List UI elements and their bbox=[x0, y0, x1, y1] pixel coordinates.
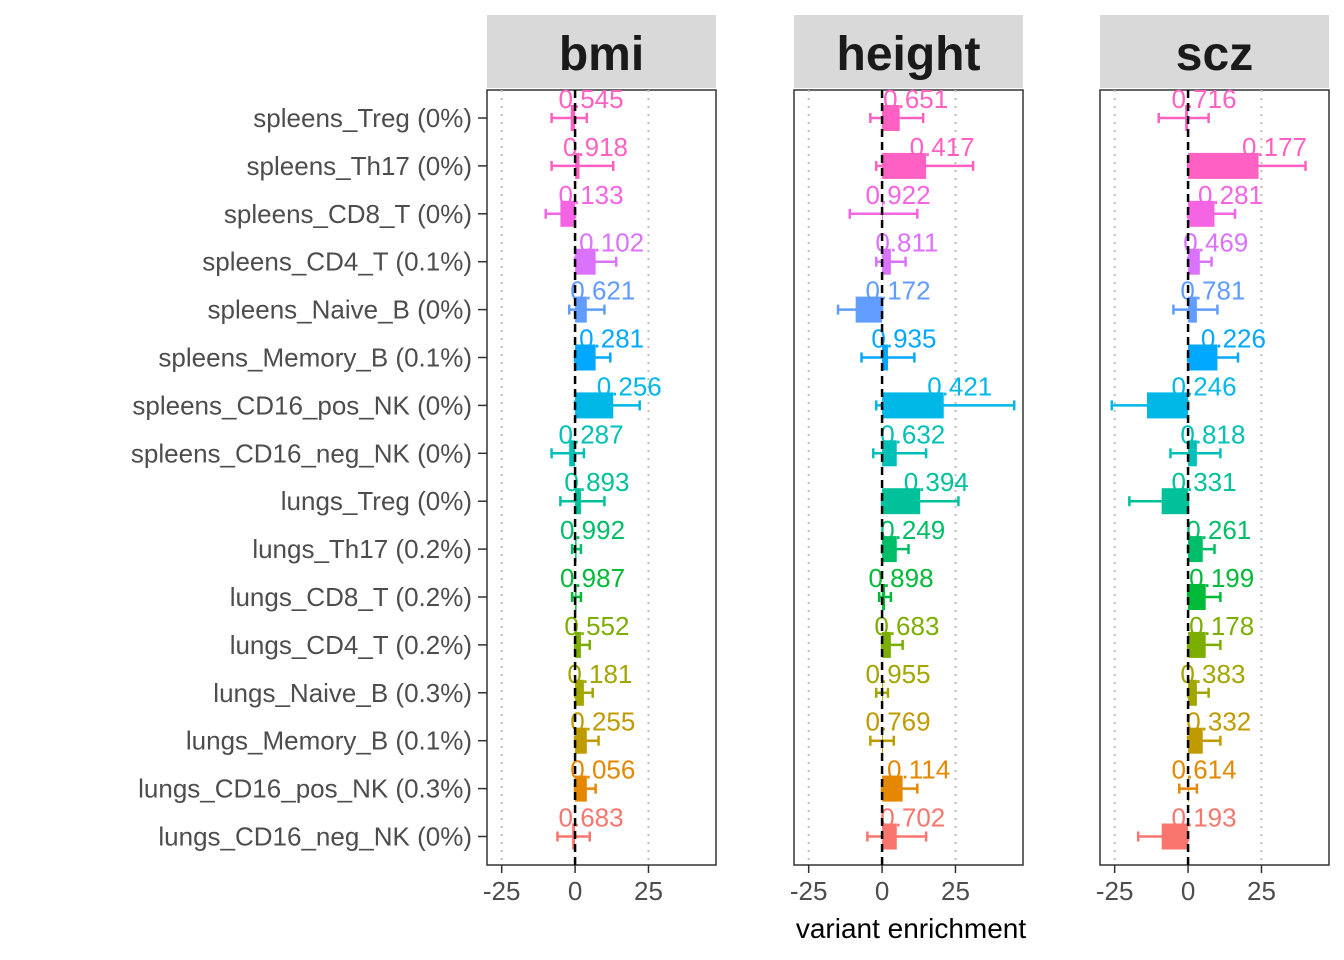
category-label: spleens_CD16_neg_NK (0%) bbox=[131, 438, 472, 468]
x-tick-label: 25 bbox=[634, 876, 663, 906]
p-value-label: 0.178 bbox=[1189, 611, 1254, 641]
p-value-label: 0.383 bbox=[1180, 659, 1245, 689]
p-value-label: 0.651 bbox=[883, 84, 948, 114]
x-axis-title: variant enrichment bbox=[796, 913, 1027, 944]
p-value-label: 0.261 bbox=[1186, 515, 1251, 545]
p-value-label: 0.102 bbox=[579, 228, 644, 258]
category-label: lungs_CD4_T (0.2%) bbox=[230, 630, 472, 660]
p-value-label: 0.818 bbox=[1180, 419, 1245, 449]
x-tick-label: 0 bbox=[568, 876, 582, 906]
p-value-label: 0.226 bbox=[1201, 324, 1266, 354]
category-label: lungs_CD16_pos_NK (0.3%) bbox=[138, 774, 472, 804]
p-value-label: 0.716 bbox=[1172, 84, 1237, 114]
p-value-label: 0.281 bbox=[579, 324, 644, 354]
category-label: lungs_CD8_T (0.2%) bbox=[230, 582, 472, 612]
category-label: spleens_CD16_pos_NK (0%) bbox=[132, 390, 472, 420]
p-value-label: 0.133 bbox=[559, 180, 624, 210]
x-tick-label: 25 bbox=[941, 876, 970, 906]
p-value-label: 0.683 bbox=[874, 611, 939, 641]
panel-title: height bbox=[837, 28, 981, 81]
panel-strip bbox=[794, 15, 1023, 88]
category-label: spleens_Th17 (0%) bbox=[247, 151, 472, 181]
p-value-label: 0.199 bbox=[1189, 563, 1254, 593]
category-label: lungs_Th17 (0.2%) bbox=[252, 534, 472, 564]
p-value-label: 0.621 bbox=[570, 276, 635, 306]
p-value-label: 0.417 bbox=[910, 132, 975, 162]
p-value-label: 0.469 bbox=[1183, 228, 1248, 258]
category-label: spleens_Naive_B (0%) bbox=[208, 295, 472, 325]
x-tick-label: 0 bbox=[875, 876, 889, 906]
p-value-label: 0.255 bbox=[570, 707, 635, 737]
category-label: lungs_Memory_B (0.1%) bbox=[186, 726, 472, 756]
category-label: lungs_Treg (0%) bbox=[281, 486, 472, 516]
category-label: spleens_CD8_T (0%) bbox=[224, 199, 472, 229]
panel-frame bbox=[793, 89, 1024, 866]
panel-height: height0.6510.4170.9220.8110.1720.9350.42… bbox=[790, 15, 1024, 906]
p-value-label: 0.918 bbox=[563, 132, 628, 162]
panel-frame bbox=[486, 89, 717, 866]
p-value-label: 0.332 bbox=[1186, 707, 1251, 737]
p-value-label: 0.056 bbox=[570, 755, 635, 785]
p-value-label: 0.331 bbox=[1172, 467, 1237, 497]
p-value-label: 0.683 bbox=[559, 803, 624, 833]
p-value-label: 0.632 bbox=[880, 419, 945, 449]
p-value-label: 0.421 bbox=[927, 371, 992, 401]
p-value-label: 0.177 bbox=[1242, 132, 1307, 162]
category-label: spleens_CD4_T (0.1%) bbox=[202, 247, 472, 277]
p-value-label: 0.193 bbox=[1172, 803, 1237, 833]
p-value-label: 0.987 bbox=[560, 563, 625, 593]
category-label: lungs_Naive_B (0.3%) bbox=[213, 678, 472, 708]
panel-strip bbox=[1100, 15, 1329, 88]
panel-title: bmi bbox=[559, 28, 644, 81]
p-value-label: 0.811 bbox=[875, 228, 938, 258]
p-value-label: 0.287 bbox=[559, 419, 624, 449]
p-value-label: 0.955 bbox=[866, 659, 931, 689]
p-value-label: 0.281 bbox=[1198, 180, 1263, 210]
p-value-label: 0.114 bbox=[887, 755, 950, 785]
p-value-label: 0.992 bbox=[560, 515, 625, 545]
panel-strip bbox=[487, 15, 716, 88]
p-value-label: 0.394 bbox=[904, 467, 969, 497]
p-value-label: 0.246 bbox=[1172, 371, 1237, 401]
x-tick-label: -25 bbox=[483, 876, 521, 906]
p-value-label: 0.181 bbox=[567, 659, 632, 689]
panel-title: scz bbox=[1176, 28, 1253, 81]
p-value-label: 0.249 bbox=[880, 515, 945, 545]
category-labels: spleens_Treg (0%) spleens_Th17 (0%) spleen… bbox=[131, 103, 487, 852]
p-value-label: 0.172 bbox=[866, 276, 931, 306]
x-tick-label: 25 bbox=[1247, 876, 1276, 906]
category-label: spleens_Treg (0%) bbox=[253, 103, 472, 133]
p-value-label: 0.614 bbox=[1172, 755, 1237, 785]
p-value-label: 0.545 bbox=[559, 84, 624, 114]
p-value-label: 0.769 bbox=[866, 707, 931, 737]
x-tick-label: -25 bbox=[1096, 876, 1134, 906]
p-value-label: 0.256 bbox=[597, 371, 662, 401]
p-value-label: 0.898 bbox=[868, 563, 933, 593]
x-tick-label: 0 bbox=[1181, 876, 1195, 906]
x-tick-label: -25 bbox=[790, 876, 828, 906]
category-label: lungs_CD16_neg_NK (0%) bbox=[158, 822, 472, 852]
category-label: spleens_Memory_B (0.1%) bbox=[158, 343, 472, 373]
p-value-label: 0.922 bbox=[866, 180, 931, 210]
p-value-label: 0.702 bbox=[880, 803, 945, 833]
p-value-label: 0.781 bbox=[1180, 276, 1245, 306]
